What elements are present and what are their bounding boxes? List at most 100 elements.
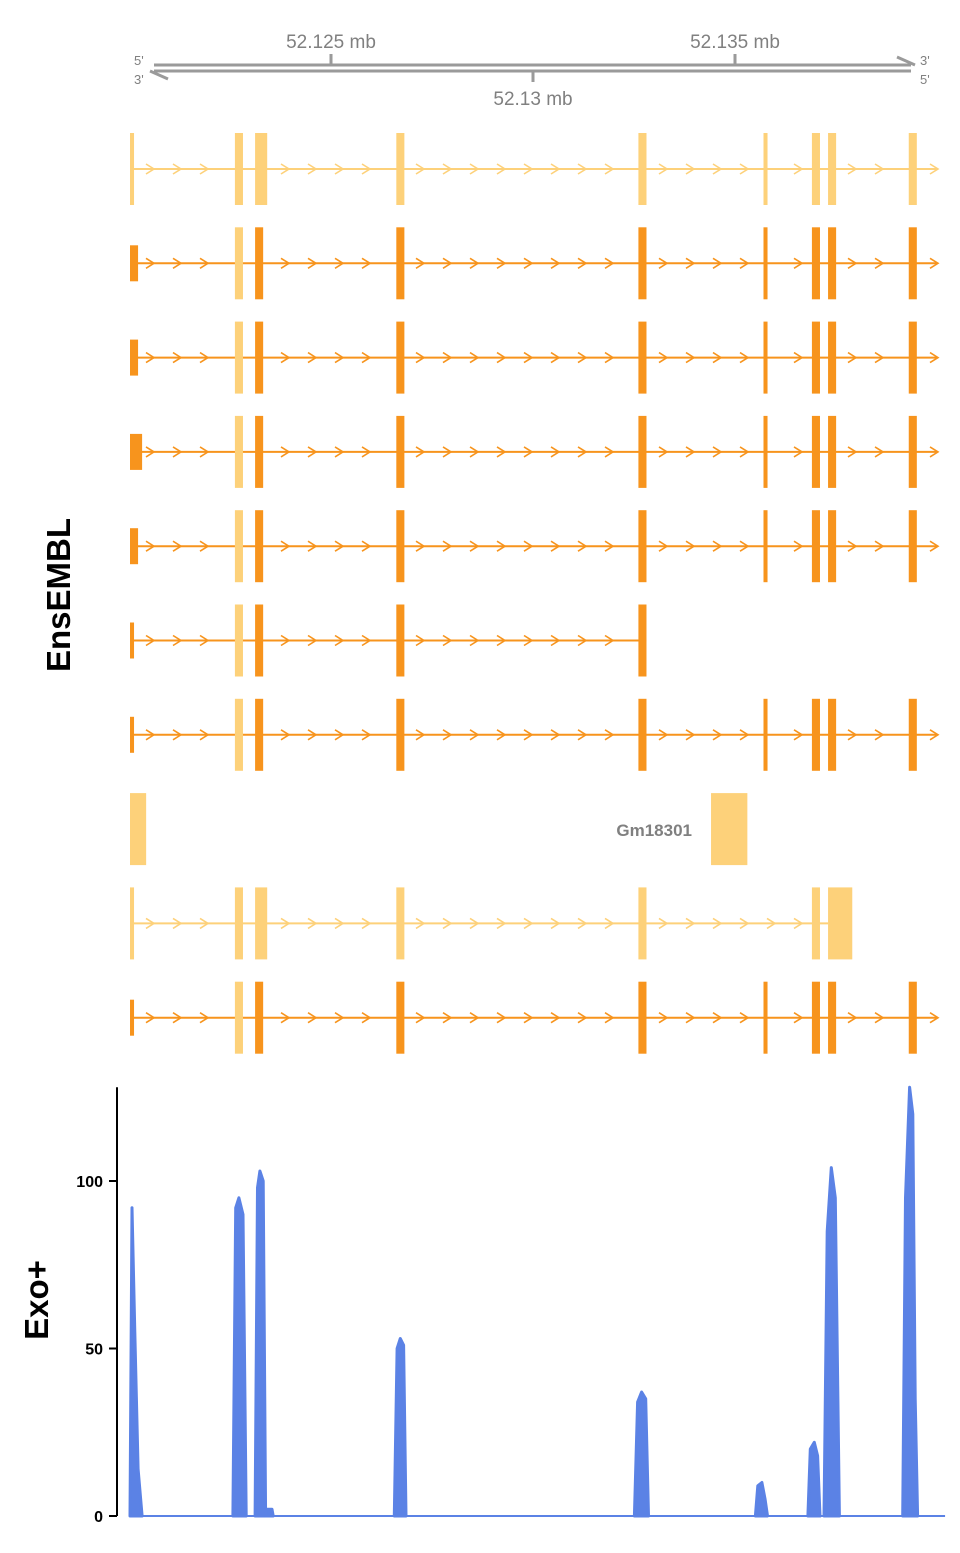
strand-arrow [604,917,615,930]
track-label-ensembl: EnsEMBL [40,518,77,672]
strand-arrow [415,917,426,930]
strand-arrow [739,540,750,552]
strand-arrow [874,1012,885,1024]
strand-arrow [577,163,588,175]
strand-arrow [361,351,372,364]
strand-arrow [199,163,210,175]
exon-utr [234,227,243,300]
exon-coding [255,981,264,1054]
exon-utr [234,415,243,488]
strand-arrow [712,729,723,741]
exon-coding [811,415,820,488]
exon-utr [130,887,135,960]
strand-arrow [874,257,885,269]
exon-coding [255,321,264,394]
strand-arrow [604,257,615,269]
strand-arrow [415,446,426,458]
strand-arrow [469,729,480,741]
strand-arrow [739,1012,750,1024]
strand-arrow [793,163,804,175]
strand-arrow [523,351,534,364]
coverage-peak-6 [632,1390,650,1518]
strand-arrow [307,1012,318,1024]
strand-arrow [766,917,777,930]
strand-arrow [334,729,345,741]
strand-arrow [604,540,615,552]
strand-arrow [469,634,480,647]
exon-coding [396,981,405,1054]
exon-coding [130,339,139,376]
exon-coding [811,981,820,1054]
exon-utr [255,887,268,960]
exon-coding [638,981,647,1054]
strand-arrow [145,351,156,364]
strand-arrow [280,634,291,647]
exon-utr [255,133,268,205]
strand-arrow [550,729,561,741]
strand-arrow [847,351,858,364]
axis-arrowhead-right [896,55,916,67]
strand-arrow [577,634,588,647]
transcript-5 [130,510,940,583]
strand-arrow [929,257,940,269]
exon-coding [130,999,135,1036]
exon-coding [908,227,917,300]
strand-arrow [172,729,183,741]
strand-arrow [739,729,750,741]
strand-arrow [361,446,372,458]
strand-arrow [604,446,615,458]
exon-utr [396,133,405,205]
strand-arrow [577,351,588,364]
strand-arrow [442,257,453,269]
strand-arrow [929,729,940,741]
exon-coding [908,981,917,1054]
exon-coding [396,510,405,583]
exon-utr [130,133,135,205]
strand-arrow [712,917,723,930]
exon-utr [396,887,405,960]
strand-arrow [145,446,156,458]
exon-utr [234,981,243,1054]
strand-arrow [145,257,156,269]
coverage-peak-2 [231,1196,248,1518]
strand-arrow [199,634,210,647]
axis-tick-label-top: 52.125 mb [286,32,376,53]
exon-utr [234,604,243,677]
strand-arrow [415,1012,426,1024]
exon-coding [811,698,820,771]
strand-arrow [334,351,345,364]
exon-coding [763,227,768,300]
strand-arrow [307,917,318,930]
strand-arrow [334,917,345,930]
exon-utr [763,133,768,205]
strand-arrow [658,540,669,552]
strand-arrow [874,729,885,741]
strand-arrow [442,1012,453,1024]
transcript-6 [130,604,647,677]
exon-coding [396,604,405,677]
strand-arrow [307,351,318,364]
strand-arrow [145,1012,156,1024]
strand-arrow [145,917,156,930]
strand-arrow [550,446,561,458]
exo-coverage-track: 0 50 100 [76,1085,946,1526]
strand-arrow [361,540,372,552]
strand-arrow [712,446,723,458]
strand-arrow [577,1012,588,1024]
strand-label-top-left: 5' [134,53,144,68]
strand-arrow [469,446,480,458]
transcript-10 [130,981,940,1054]
transcript-3 [130,321,940,394]
strand-arrow [172,1012,183,1024]
strand-arrow [523,917,534,930]
exon-coding [763,415,768,488]
strand-arrow [847,729,858,741]
strand-arrow [172,634,183,647]
strand-arrow [523,634,534,647]
strand-arrow [334,257,345,269]
exon-coding [130,528,139,565]
strand-arrow [334,1012,345,1024]
exon-coding [130,245,139,282]
strand-arrow [442,729,453,741]
strand-arrow [496,446,507,458]
